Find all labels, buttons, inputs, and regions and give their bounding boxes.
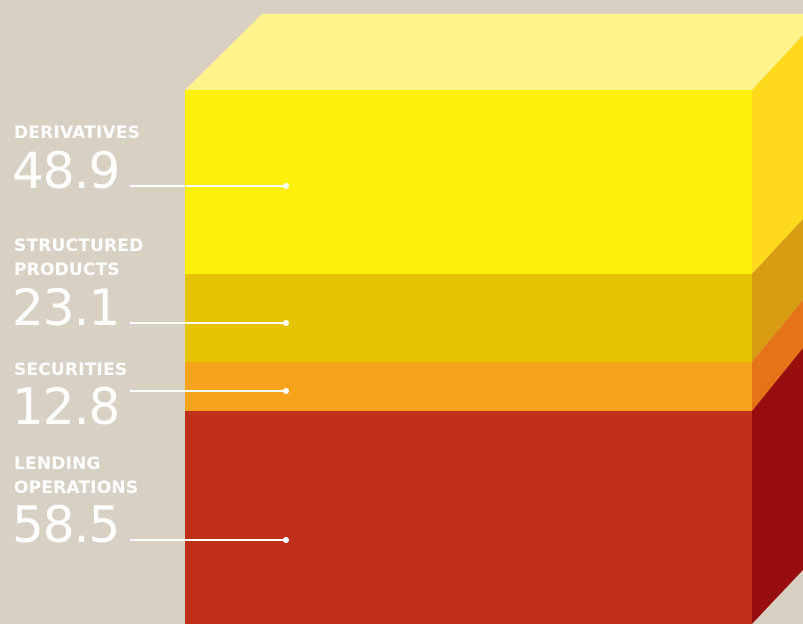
value-lending-operations: 58.5 (12, 496, 120, 554)
label-structured-products: STRUCTURED PRODUCTS (14, 234, 143, 282)
label-line: OPERATIONS (14, 478, 139, 498)
label-line: STRUCTURED (14, 236, 144, 256)
leader-dot-structured-products (283, 320, 289, 326)
label-line: SECURITIES (14, 360, 128, 380)
label-lending-operations: LENDING OPERATIONS (14, 452, 138, 500)
label-line: LENDING (14, 454, 101, 474)
bar-top-face (185, 14, 803, 90)
leader-dot-lending-operations (283, 537, 289, 543)
leader-line-structured-products (130, 322, 286, 324)
value-securities: 12.8 (12, 378, 120, 436)
leader-line-derivatives (130, 185, 286, 187)
segment-derivatives (185, 90, 752, 274)
segment-securities-side (752, 300, 803, 411)
value-structured-products: 23.1 (12, 279, 120, 337)
leader-line-lending-operations (130, 539, 286, 541)
segment-derivatives-side (752, 35, 803, 274)
leader-dot-securities (283, 388, 289, 394)
label-line: PRODUCTS (14, 260, 120, 280)
value-derivatives: 48.9 (12, 142, 120, 200)
segment-structured-products (185, 274, 752, 362)
leader-line-securities (130, 390, 286, 392)
segment-structured-products-side (752, 219, 803, 362)
label-derivatives: DERIVATIVES (14, 121, 140, 145)
segment-lending-operations (185, 411, 752, 624)
label-line: DERIVATIVES (14, 123, 141, 143)
leader-dot-derivatives (283, 183, 289, 189)
segment-securities (185, 362, 752, 411)
label-securities: SECURITIES (14, 358, 127, 382)
segment-lending-operations-side (752, 348, 803, 624)
